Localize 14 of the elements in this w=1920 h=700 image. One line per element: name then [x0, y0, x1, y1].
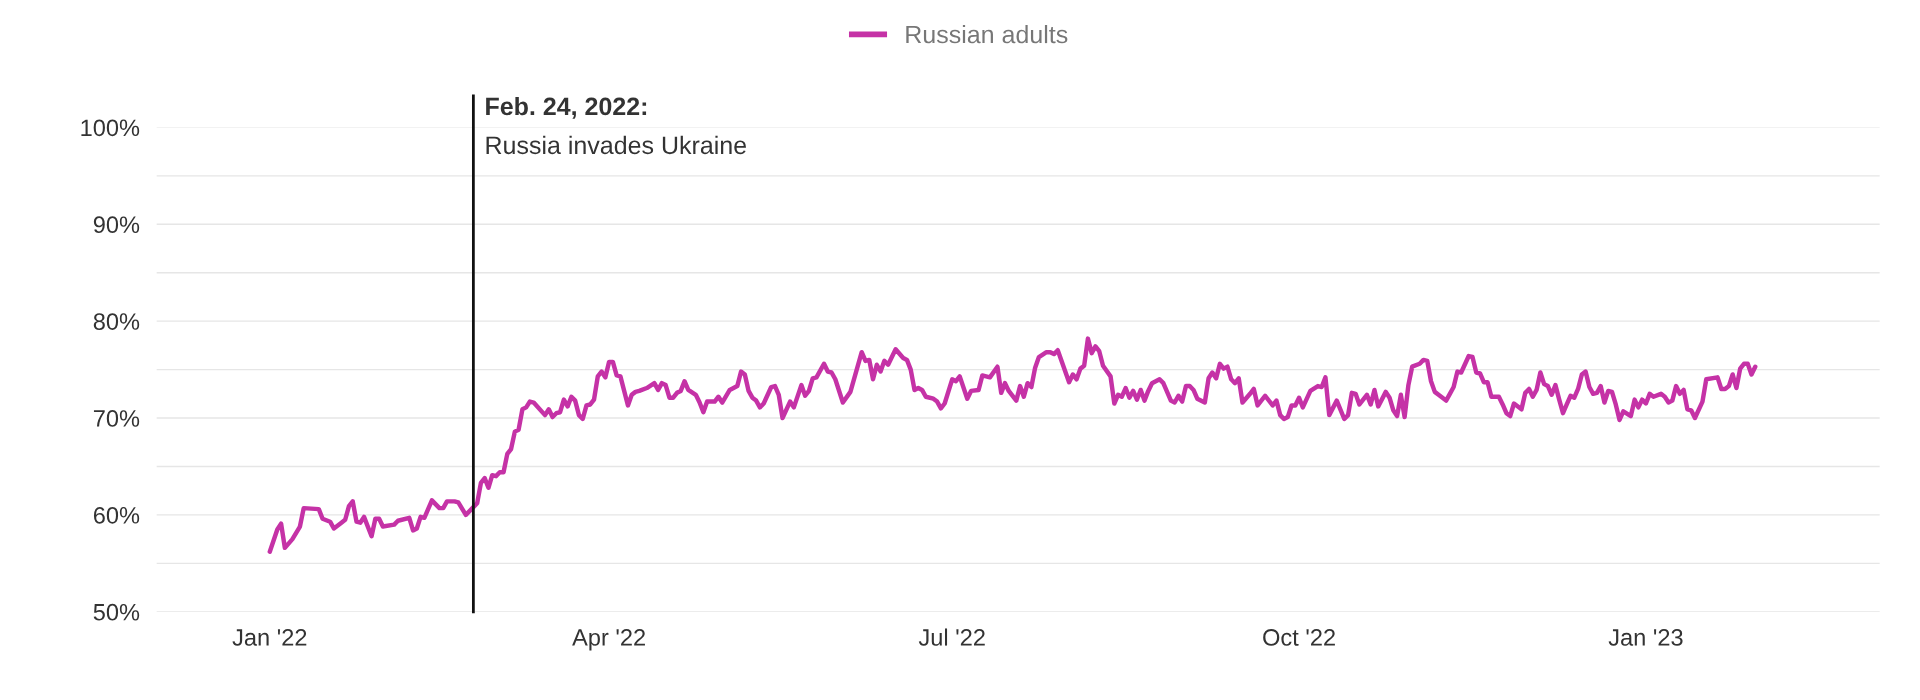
- y-tick-label: 100%: [81, 119, 140, 137]
- x-tick-label: Jul '22: [918, 628, 985, 646]
- y-tick-label: 70%: [93, 410, 140, 427]
- y-tick-label: 50%: [93, 603, 140, 621]
- ref-line-label: Feb. 24, 2022: Russia invades Ukraine: [486, 96, 746, 155]
- y-tick-label: 80%: [93, 313, 140, 330]
- x-tick-label: Jan '23: [1608, 629, 1683, 646]
- legend-label: Russian adults: [906, 25, 1068, 44]
- x-tick-label: Oct '22: [1263, 629, 1335, 646]
- x-tick-label: Apr '22: [572, 629, 645, 651]
- y-tick-label: 90%: [93, 216, 140, 234]
- x-tick-label: Jan '22: [232, 629, 307, 646]
- y-tick-label: 60%: [93, 506, 140, 524]
- line-series: [267, 336, 1758, 554]
